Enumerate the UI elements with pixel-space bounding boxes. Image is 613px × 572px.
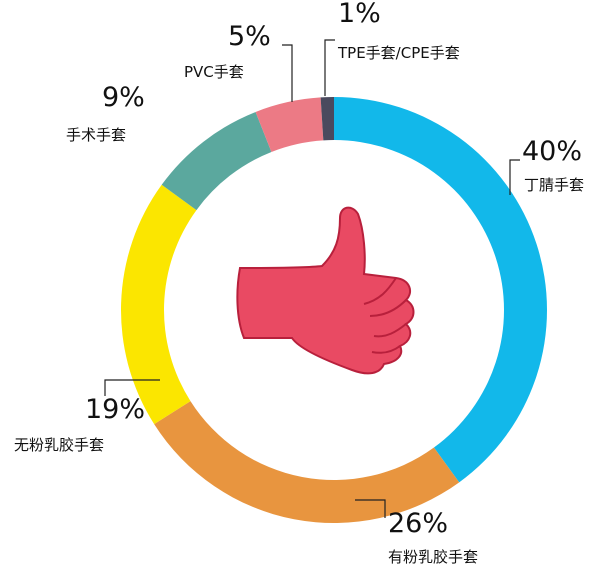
donut-slice <box>320 97 334 141</box>
category-label: TPE手套/CPE手套 <box>337 44 460 62</box>
value-label: 5% <box>228 21 271 52</box>
category-label: 无粉乳胶手套 <box>14 436 104 454</box>
leader-line <box>104 379 160 396</box>
leader-line <box>355 499 386 518</box>
donut-slice <box>121 184 197 425</box>
value-label: 26% <box>388 508 448 539</box>
donut-slice <box>161 111 272 211</box>
thumb-icon <box>236 206 415 375</box>
donut-slice <box>255 97 324 152</box>
donut-slice <box>334 97 547 483</box>
leader-line <box>324 39 335 96</box>
category-label: PVC手套 <box>184 63 244 81</box>
donut-slice <box>154 401 460 523</box>
value-label: 40% <box>522 136 582 167</box>
value-label: 19% <box>85 394 145 425</box>
category-label: 丁腈手套 <box>524 176 584 194</box>
value-label: 9% <box>102 82 145 113</box>
value-label: 1% <box>338 0 381 29</box>
leader-line <box>282 44 293 102</box>
category-label: 手术手套 <box>66 126 126 144</box>
category-label: 有粉乳胶手套 <box>388 548 478 566</box>
leader-line <box>509 159 520 195</box>
